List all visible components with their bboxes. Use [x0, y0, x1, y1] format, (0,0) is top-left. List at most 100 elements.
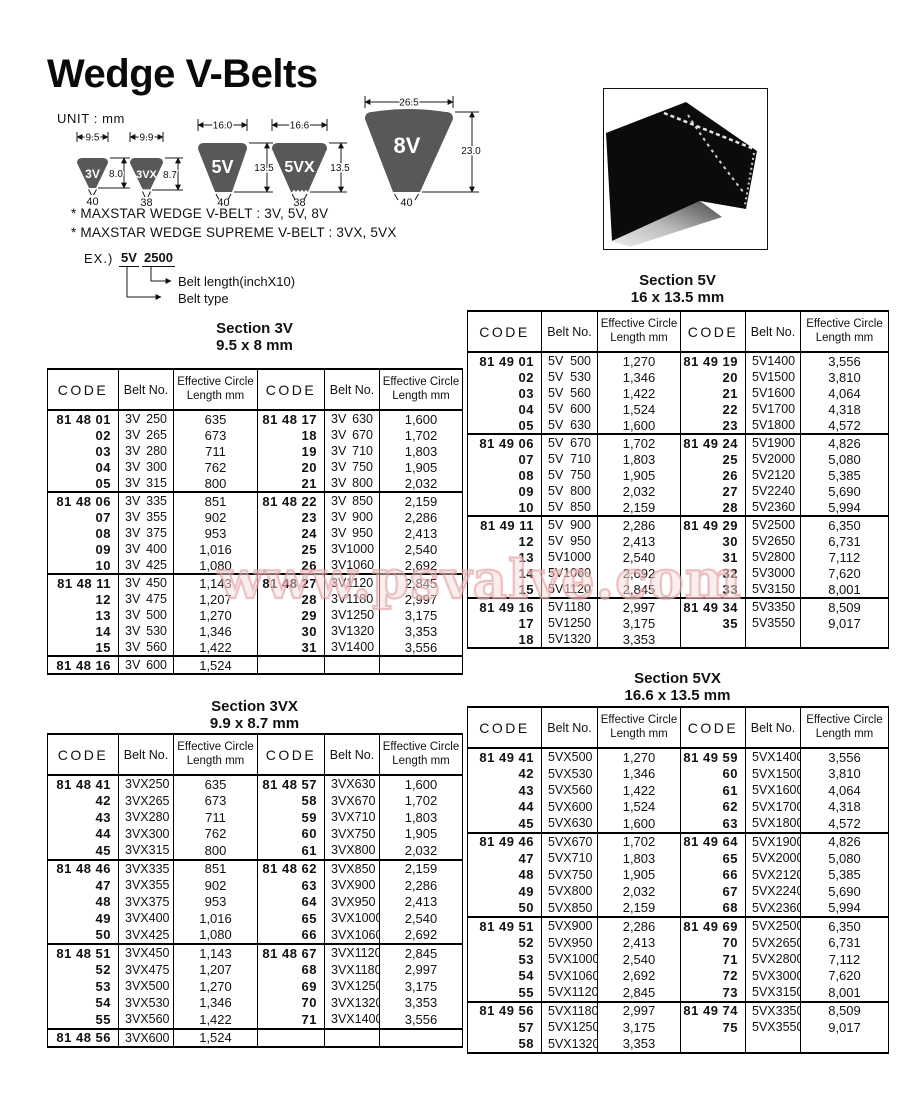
code-cell — [680, 1035, 746, 1053]
belt-prefix: 5VX — [548, 1020, 572, 1034]
belt-no-cell: 3VX 250 — [118, 775, 174, 793]
length-cell: 2,032 — [597, 883, 681, 900]
table-row: 02 3V 265 673 18 3V 670 1,702 — [47, 427, 463, 443]
belt-prefix: 5VX — [752, 816, 776, 830]
table-row: 47 3VX 355 902 63 3VX 900 2,286 — [47, 877, 463, 894]
code-cell: 42 — [47, 792, 119, 809]
col-header-belt-no: Belt No. — [118, 734, 174, 776]
belt-no-cell: 5VX2240 — [745, 883, 801, 900]
table-row: 14 3V 530 1,346 30 3V 1320 3,353 — [47, 623, 463, 639]
code-cell: 14 — [47, 623, 119, 639]
length-cell: 9,017 — [800, 615, 889, 631]
belt-no-value: 3V 750 — [326, 459, 379, 474]
code-cell: 52 — [47, 961, 119, 978]
belt-no-value: 3V 800 — [326, 477, 379, 490]
belt-prefix: 3VX — [125, 894, 149, 909]
belt-no-value: 5VX2240 — [747, 885, 800, 898]
code-cell: 22 — [680, 401, 746, 417]
code-cell: 57 — [467, 1019, 542, 1036]
belt-no-value: 5VX1400 — [747, 751, 800, 764]
note-maxstar-supreme: * MAXSTAR WEDGE SUPREME V-BELT : 3VX, 5V… — [71, 225, 397, 240]
code-cell: 81 49 34 — [680, 597, 746, 615]
belt-no-cell: 5VX1600 — [745, 782, 801, 799]
belt-no-cell: 5VX 500 — [541, 748, 598, 766]
length-cell: 1,803 — [379, 809, 463, 826]
belt-number: 630 — [570, 417, 591, 432]
belt-no-value: 3V 265 — [120, 429, 173, 442]
belt-number: 800 — [570, 483, 591, 498]
belt-no-cell: 5V 1320 — [541, 631, 598, 648]
length-cell: 1,016 — [173, 541, 258, 557]
belt-number: 2650 — [775, 935, 800, 950]
belt-number: 250 — [148, 777, 170, 791]
length-cell: 7,112 — [800, 549, 889, 565]
belt-prefix: 3V — [331, 607, 347, 622]
belt-no-cell: 3VX 850 — [324, 858, 380, 877]
section-title: Section 3VX — [211, 698, 298, 715]
belt-number: 1180 — [564, 599, 591, 614]
belt-number: 750 — [570, 467, 591, 482]
length-cell: 7,620 — [800, 565, 889, 581]
belt-no-value: 5V 1000 — [543, 551, 597, 564]
length-cell: 1,143 — [173, 573, 258, 591]
belt-no-value: 3VX 560 — [120, 1013, 173, 1026]
belt-prefix: 5V — [548, 517, 564, 532]
length-cell: 1,702 — [379, 427, 463, 443]
length-cell: 3,175 — [379, 607, 463, 623]
belt-no-value: 5VX 1320 — [543, 1037, 597, 1051]
belt-no-value: 5VX 600 — [543, 800, 597, 814]
belt-number: 1120 — [564, 581, 591, 596]
length-cell: 2,540 — [379, 541, 463, 557]
belt-no-value: 3VX 530 — [120, 996, 173, 1010]
belt-no-cell: 5VX2650 — [745, 934, 801, 951]
belt-prefix: 3V — [331, 459, 347, 474]
length-cell: 635 — [173, 410, 258, 427]
belt-number: 2800 — [767, 549, 796, 564]
belt-prefix: 5V — [752, 581, 768, 596]
belt-prefix: 3V — [125, 623, 141, 638]
code-cell — [257, 655, 325, 674]
belt-no-cell: 5V 900 — [541, 515, 598, 533]
code-cell: 28 — [257, 591, 325, 607]
belt-prefix: 5V — [548, 631, 564, 646]
belt-prefix: 3VX — [331, 878, 355, 892]
table-row: 12 3V 475 1,207 28 3V 1180 2,997 — [47, 591, 463, 607]
length-cell: 2,692 — [597, 967, 681, 984]
belt-no-value: 5VX3000 — [747, 969, 800, 983]
belt-no-value: 5VX2120 — [747, 867, 800, 882]
code-cell: 48 — [47, 893, 119, 910]
belt-number: 530 — [570, 369, 591, 384]
belt-number: 315 — [148, 843, 170, 857]
belt-prefix: 5V — [752, 549, 768, 564]
code-cell: 53 — [467, 951, 542, 968]
col-header-belt-no: Belt No. — [745, 707, 801, 749]
code-cell: 68 — [680, 899, 746, 917]
belt-prefix: 5V — [548, 565, 564, 580]
belt-shape-3vx — [130, 158, 163, 190]
code-cell: 49 — [47, 910, 119, 927]
belt-no-cell: 5VX2800 — [745, 951, 801, 968]
belt-no-cell: 3VX 800 — [324, 842, 380, 860]
table-title-5vx: Section 5VX 16.6 x 13.5 mm — [467, 670, 888, 705]
table-row: 03 3V 280 711 19 3V 710 1,803 — [47, 443, 463, 459]
dim-angle-3v: 40 — [86, 196, 98, 208]
belt-no-cell: 5VX1700 — [745, 798, 801, 815]
belt-no-cell: 5V 800 — [541, 483, 598, 499]
belt-no-value: 3V 1400 — [326, 641, 379, 654]
code-cell: 81 49 74 — [680, 1000, 746, 1019]
belt-number: 1400 — [354, 1012, 379, 1026]
col-header-effective-length: Effective Circle Length mm — [379, 734, 463, 776]
belt-number: 1180 — [354, 962, 380, 977]
belt-no-value: 3VX1000 — [326, 912, 379, 925]
belt-no-cell: 5VX 1120 — [541, 984, 598, 1002]
belt-no-cell: 3V 425 — [118, 557, 174, 574]
col-header-code: CODE — [467, 311, 542, 353]
belt-no-value: 3VX 630 — [326, 778, 379, 791]
table-row: 02 5V 530 1,346 20 5V 1500 3,810 — [467, 369, 889, 385]
belt-number: 2120 — [775, 867, 800, 882]
belt-no-cell: 3V 670 — [324, 427, 380, 443]
code-cell: 81 49 51 — [467, 916, 542, 935]
